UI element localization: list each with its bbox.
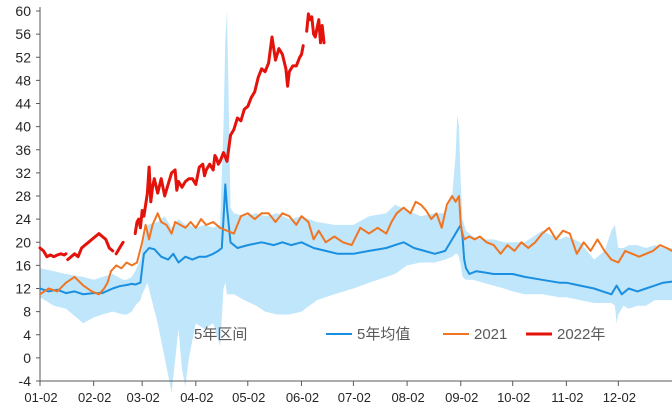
y-tick-label: 0	[23, 350, 31, 366]
series-line	[66, 232, 115, 262]
y-tick-label: 16	[15, 257, 31, 273]
y-tick-label: 36	[15, 142, 31, 158]
y-tick-label: 4	[23, 327, 31, 343]
x-tick-label: 02-02	[78, 390, 111, 405]
x-tick-label: 09-02	[445, 390, 478, 405]
x-tick-label: 08-02	[391, 390, 424, 405]
y-tick-label: 24	[15, 211, 31, 227]
y-tick-label: 60	[15, 3, 31, 19]
y-tick-label: 28	[15, 188, 31, 204]
y-tick-label: 44	[15, 96, 31, 112]
x-tick-label: 11-02	[551, 390, 583, 405]
series-line	[39, 183, 672, 296]
y-tick-label: 32	[15, 165, 31, 181]
legend-label: 2021	[474, 326, 507, 343]
band-layer	[40, 11, 672, 393]
series-line	[305, 12, 326, 45]
y-tick-label: 40	[15, 119, 31, 135]
band-range-area	[40, 11, 672, 393]
series-line	[114, 240, 125, 256]
x-tick-label: 12-02	[603, 390, 636, 405]
series-line	[133, 35, 305, 236]
y-tick-label: 56	[15, 26, 31, 42]
x-tick-label: 04-02	[180, 390, 213, 405]
y-tick-label: 48	[15, 72, 31, 88]
legend-label: 2022年	[557, 326, 605, 343]
y-tick-label: 12	[15, 281, 31, 297]
x-tick-label: 03-02	[127, 390, 160, 405]
x-tick-label: 10-02	[497, 390, 530, 405]
x-tick-label: 06-02	[286, 390, 319, 405]
series-line	[39, 195, 672, 296]
legend-label-band: 5年区间	[194, 326, 247, 343]
y-tick-label: 20	[15, 234, 31, 250]
x-tick-label: 01-02	[24, 390, 57, 405]
series-layer	[38, 12, 672, 296]
y-tick-label: -4	[19, 373, 32, 389]
y-tick-label: 52	[15, 49, 31, 65]
series-line	[38, 246, 68, 259]
legend-label: 5年均值	[357, 326, 410, 343]
legend: 5年区间 5年均值 2021 2022年	[194, 326, 605, 343]
y-tick-label: 8	[23, 304, 31, 320]
x-tick-label: 07-02	[338, 390, 371, 405]
x-tick-label: 05-02	[232, 390, 265, 405]
